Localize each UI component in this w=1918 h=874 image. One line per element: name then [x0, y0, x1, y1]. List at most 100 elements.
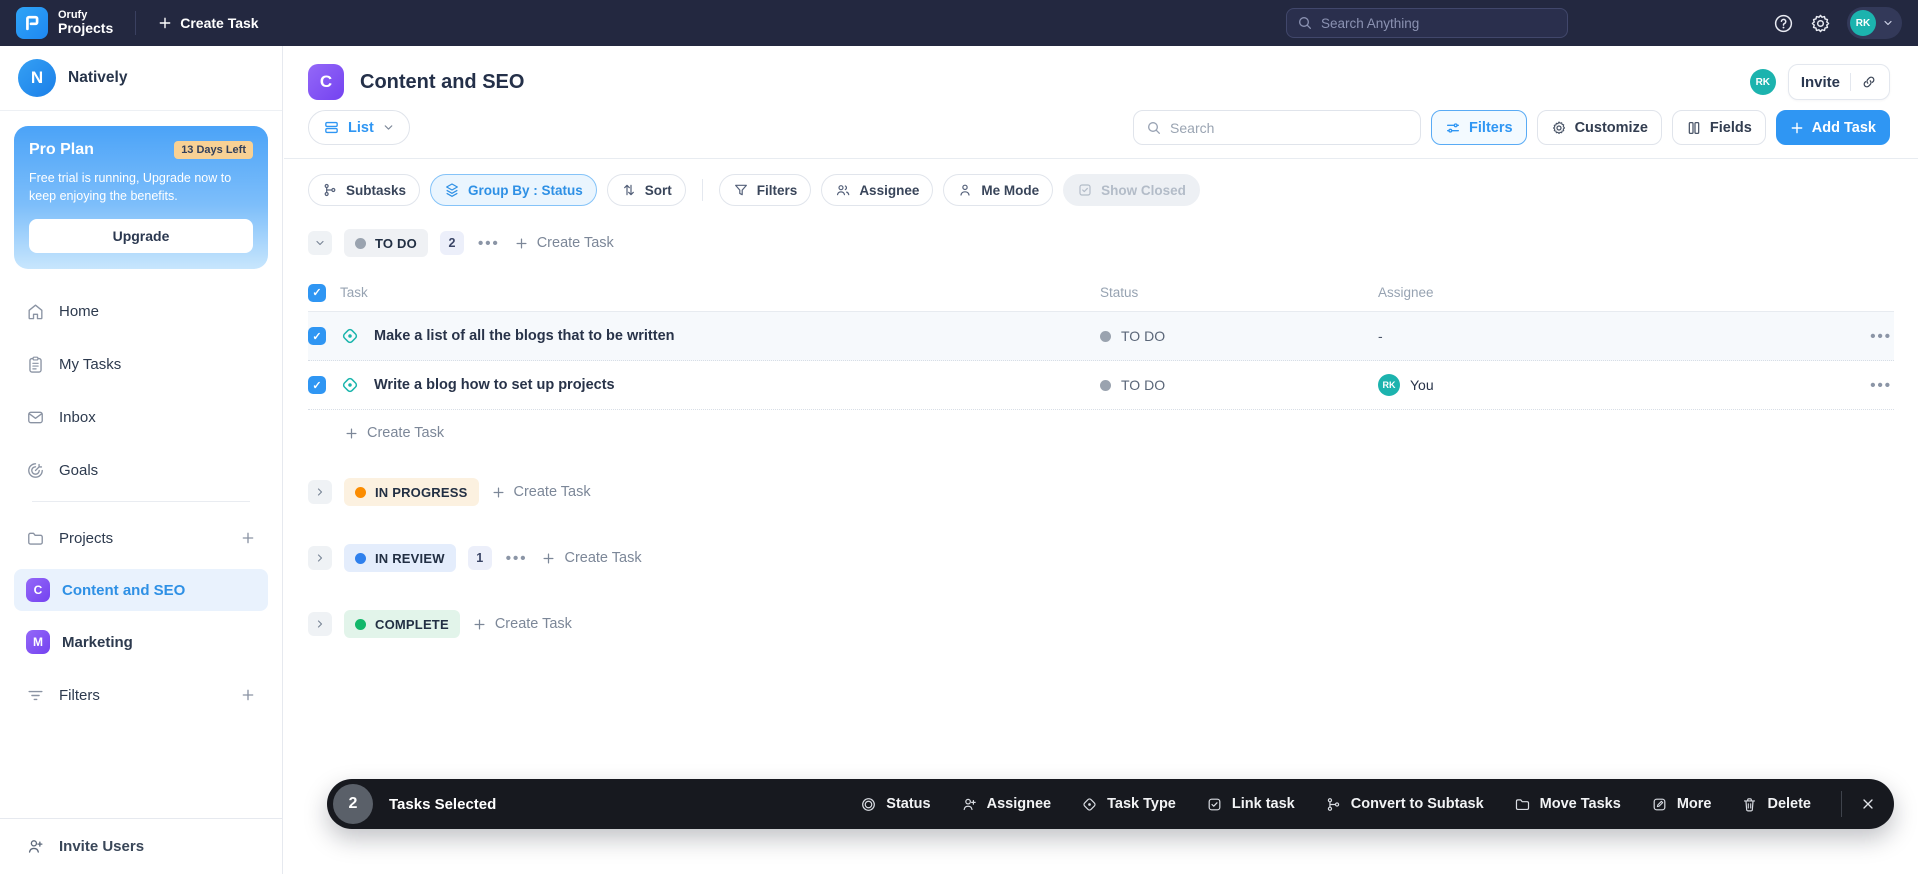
bulk-more-button[interactable]: More [1651, 796, 1711, 813]
task-assignee[interactable]: - [1378, 328, 1383, 344]
brand[interactable]: Orufy Projects [16, 7, 113, 39]
row-more-icon[interactable]: ••• [1870, 376, 1892, 394]
group-by-status-pill[interactable]: Group By : Status [430, 174, 597, 206]
row-checkbox[interactable]: ✓ [308, 327, 326, 345]
global-search[interactable] [1286, 8, 1568, 38]
sidebar-item-projects[interactable]: Projects [14, 516, 268, 560]
expand-chevron-icon[interactable] [308, 546, 332, 570]
status-group-label: IN PROGRESS [375, 484, 468, 500]
bulk-delete-button[interactable]: Delete [1741, 796, 1811, 813]
view-label: List [348, 119, 374, 136]
sidebar-project-marketing[interactable]: M Marketing [14, 621, 268, 663]
status-group-label: COMPLETE [375, 616, 449, 632]
status-group-pill-in-review[interactable]: IN REVIEW [344, 544, 456, 572]
sidebar-item-filters[interactable]: Filters [14, 673, 268, 717]
add-task-label: Add Task [1811, 119, 1876, 136]
fields-button[interactable]: Fields [1671, 110, 1766, 145]
me-mode-pill[interactable]: Me Mode [943, 174, 1054, 206]
select-all-checkbox[interactable]: ✓ [308, 283, 326, 302]
search-icon [1146, 120, 1162, 136]
selected-count-badge: 2 [333, 784, 373, 824]
group-more-icon[interactable]: ••• [477, 234, 500, 252]
bulk-link-task-button[interactable]: Link task [1206, 796, 1295, 813]
customize-button[interactable]: Customize [1536, 110, 1662, 145]
collapse-chevron-icon[interactable] [308, 231, 332, 255]
bulk-move-tasks-button[interactable]: Move Tasks [1514, 796, 1621, 813]
settings-gear-icon[interactable] [1810, 13, 1831, 34]
help-icon[interactable] [1773, 13, 1794, 34]
invite-users-button[interactable]: Invite Users [0, 818, 282, 874]
account-menu[interactable]: RK [1847, 7, 1902, 39]
pill-label: Assignee [859, 182, 920, 198]
bulk-action-label: Convert to Subtask [1350, 796, 1484, 812]
expand-chevron-icon[interactable] [308, 480, 332, 504]
create-task-inline-todo[interactable]: Create Task [514, 235, 614, 251]
filters-pill[interactable]: Filters [718, 174, 812, 206]
sidebar-item-inbox[interactable]: Inbox [14, 395, 268, 439]
create-task-inline-in-progress[interactable]: Create Task [491, 484, 591, 500]
close-icon[interactable] [1860, 796, 1876, 812]
table-row[interactable]: ✓ Make a list of all the blogs that to b… [308, 312, 1894, 361]
create-task-inline-complete[interactable]: Create Task [472, 616, 572, 632]
task-title[interactable]: Write a blog how to set up projects [374, 377, 615, 393]
sidebar-item-my-tasks[interactable]: My Tasks [14, 342, 268, 386]
invite-button[interactable]: Invite [1787, 64, 1890, 100]
task-search-input[interactable] [1170, 119, 1409, 136]
task-title[interactable]: Make a list of all the blogs that to be … [374, 328, 675, 344]
topbar-create-task-button[interactable]: Create Task [158, 15, 259, 31]
page-title: Content and SEO [360, 70, 525, 93]
task-status[interactable]: TO DO [1121, 377, 1166, 393]
trash-icon [1741, 796, 1758, 813]
pill-label: Sort [644, 182, 672, 198]
group-more-icon[interactable]: ••• [505, 549, 528, 567]
status-group-pill-todo[interactable]: TO DO [344, 229, 428, 257]
show-closed-pill[interactable]: Show Closed [1063, 174, 1200, 206]
member-avatar[interactable]: RK [1749, 69, 1776, 95]
pill-label: Subtasks [346, 182, 407, 198]
plan-title: Pro Plan [29, 141, 94, 158]
status-dot [355, 552, 366, 564]
bulk-assignee-button[interactable]: Assignee [961, 796, 1051, 813]
row-checkbox[interactable]: ✓ [308, 376, 326, 394]
add-filter-icon[interactable] [240, 687, 256, 703]
home-icon [26, 302, 45, 321]
filters-button[interactable]: Filters [1431, 110, 1527, 145]
sidebar-divider [32, 501, 250, 503]
search-icon [1297, 15, 1313, 31]
customize-button-label: Customize [1574, 119, 1648, 136]
subtasks-pill[interactable]: Subtasks [308, 174, 421, 206]
project-initial-badge: C [26, 578, 50, 603]
link-icon[interactable] [1861, 74, 1877, 90]
table-row[interactable]: ✓ Write a blog how to set up projects TO… [308, 361, 1894, 410]
workspace-switcher[interactable]: N Natively [0, 46, 282, 111]
bulk-action-bar: 2 Tasks Selected Status Assignee Task Ty… [327, 779, 1894, 829]
bulk-convert-subtask-button[interactable]: Convert to Subtask [1325, 796, 1484, 813]
global-search-input[interactable] [1321, 15, 1557, 31]
check-square-icon [1077, 182, 1093, 198]
user-avatar: RK [1850, 10, 1876, 36]
tasks-selected-label: Tasks Selected [389, 795, 497, 813]
topbar: Orufy Projects Create Task RK [0, 0, 1918, 46]
sidebar-item-goals[interactable]: Goals [14, 448, 268, 492]
add-task-button[interactable]: Add Task [1775, 110, 1890, 145]
row-more-icon[interactable]: ••• [1870, 327, 1892, 345]
assignee-pill[interactable]: Assignee [821, 174, 934, 206]
status-group-pill-in-progress[interactable]: IN PROGRESS [344, 478, 479, 506]
bulk-status-button[interactable]: Status [860, 796, 931, 813]
upgrade-button[interactable]: Upgrade [29, 219, 253, 254]
create-task-inline-in-review[interactable]: Create Task [541, 550, 642, 566]
columns-icon [1686, 120, 1702, 136]
task-assignee[interactable]: You [1410, 377, 1434, 393]
expand-chevron-icon[interactable] [308, 612, 332, 636]
task-search[interactable] [1133, 110, 1422, 145]
create-task-row[interactable]: Create Task [308, 410, 1894, 441]
add-project-icon[interactable] [240, 530, 256, 546]
status-group-pill-complete[interactable]: COMPLETE [344, 610, 460, 638]
sidebar-project-content-and-seo[interactable]: C Content and SEO [14, 569, 268, 612]
view-selector[interactable]: List [308, 110, 410, 145]
sidebar-item-home[interactable]: Home [14, 289, 268, 333]
workspace-name: Natively [68, 69, 128, 86]
sort-pill[interactable]: Sort [606, 174, 686, 206]
bulk-task-type-button[interactable]: Task Type [1081, 796, 1176, 813]
task-status[interactable]: TO DO [1121, 328, 1166, 344]
